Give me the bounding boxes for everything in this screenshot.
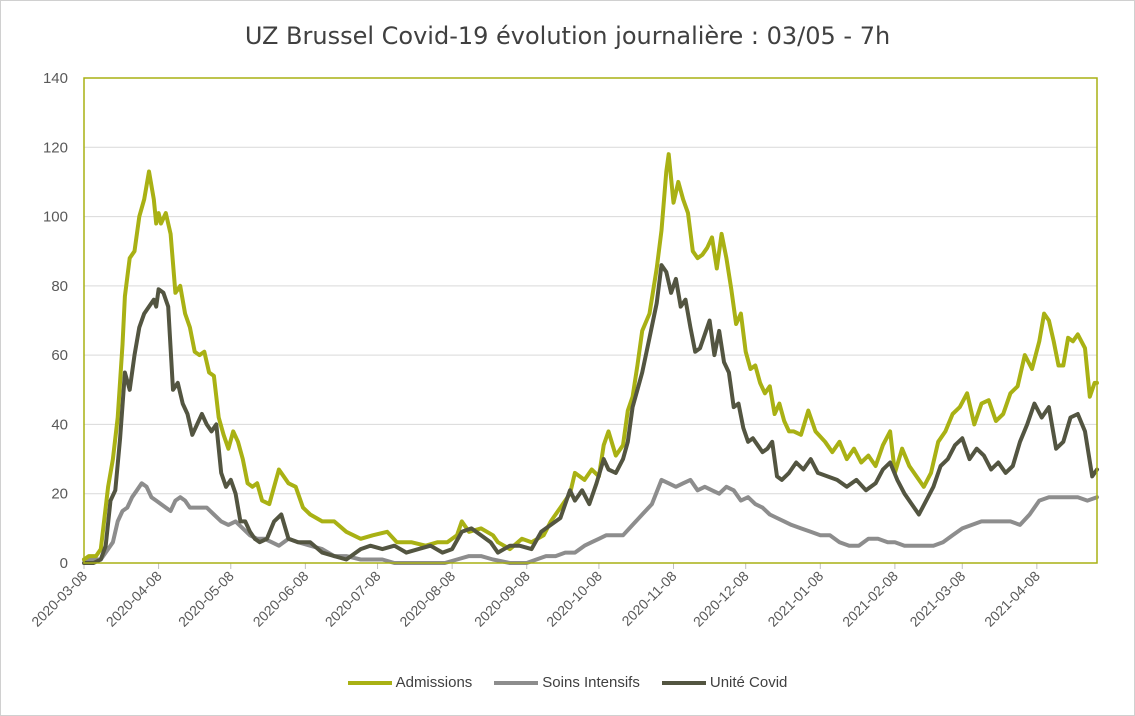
y-tick-label: 40 — [51, 416, 68, 433]
x-tick-label: 2020-06-08 — [250, 568, 312, 630]
legend-label-unite-covid: Unité Covid — [709, 674, 788, 691]
legend-item-soins-intensifs: Soins Intensifs — [494, 674, 640, 691]
x-tick-label: 2020-08-08 — [396, 568, 458, 630]
series-line-soins-intensifs — [82, 477, 1099, 565]
series-line-unit-covid — [82, 263, 1099, 565]
legend-swatch-unite-covid — [661, 680, 706, 685]
x-axis: 2020-03-08 2020-04-08 2020-05-08 2020-06-08… — [28, 562, 1097, 630]
plot-border — [83, 77, 1098, 564]
x-tick-label: 2020-05-08 — [175, 568, 237, 630]
x-tick-label: 2020-09-08 — [471, 568, 533, 630]
legend-swatch-soins-intensifs — [494, 680, 539, 685]
x-tick-label: 2020-04-08 — [103, 568, 165, 630]
series-line-admissions — [82, 152, 1099, 562]
y-tick-label: 20 — [51, 486, 68, 503]
series-lines — [82, 152, 1099, 565]
x-tick-label: 2020-10-08 — [543, 568, 605, 630]
x-tick-label: 2020-12-08 — [690, 568, 752, 630]
x-tick-label: 2021-02-08 — [839, 568, 901, 630]
x-tick-label: 2021-01-08 — [764, 568, 826, 630]
x-tick-label: 2020-03-08 — [28, 568, 90, 630]
y-tick-label: 60 — [51, 347, 68, 364]
legend-label-soins-intensifs: Soins Intensifs — [542, 674, 640, 691]
chart-title: UZ Brussel Covid-19 évolution journalièr… — [244, 22, 891, 50]
legend-label-admissions: Admissions — [395, 674, 473, 691]
y-tick-label: 100 — [43, 209, 68, 226]
x-tick-label: 2021-04-08 — [981, 568, 1043, 630]
legend-item-unite-covid: Unité Covid — [661, 674, 788, 691]
legend-item-admissions: Admissions — [347, 674, 473, 691]
x-tick-label: 2020-07-08 — [322, 568, 384, 630]
x-tick-label: 2021-03-08 — [906, 568, 968, 630]
y-tick-label: 120 — [43, 139, 68, 156]
y-tick-label: 0 — [60, 555, 68, 572]
y-axis: 0 20 40 60 80 100 120 140 — [43, 70, 68, 572]
x-tick-label: 2020-11-08 — [618, 568, 679, 629]
y-tick-label: 140 — [43, 70, 68, 87]
legend-swatch-admissions — [347, 680, 392, 685]
y-tick-label: 80 — [51, 278, 68, 295]
legend: Admissions Soins Intensifs Unité Covid — [0, 674, 1135, 691]
